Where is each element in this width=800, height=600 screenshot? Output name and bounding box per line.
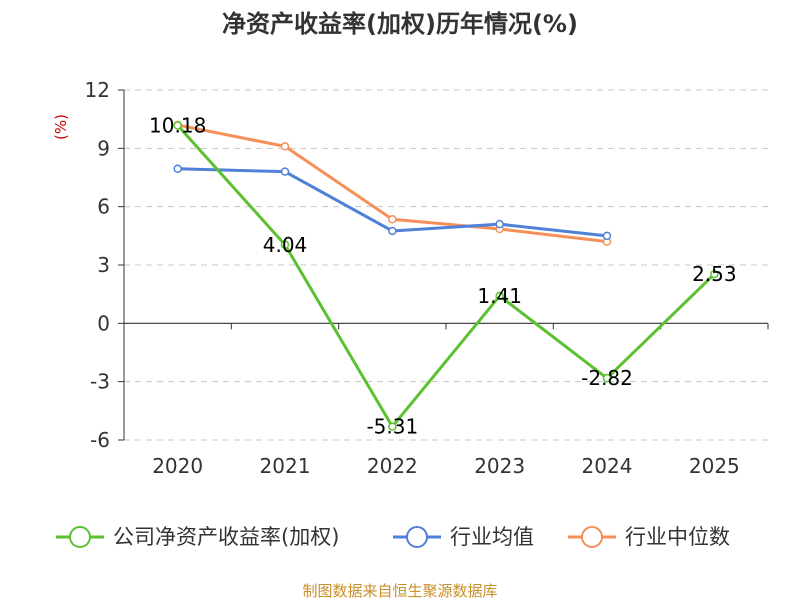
data-point[interactable] xyxy=(495,219,504,229)
data-point[interactable] xyxy=(495,291,504,301)
data-label: 1.41 xyxy=(477,284,522,308)
data-point[interactable] xyxy=(710,269,719,279)
source-note: 制图数据来自恒生聚源数据库 xyxy=(302,582,497,600)
data-label: 10.18 xyxy=(149,113,206,137)
legend-item-2[interactable]: 行业中位数 xyxy=(568,525,730,549)
series-group xyxy=(173,120,719,431)
data-point[interactable] xyxy=(173,121,182,130)
y-tick-label: 12 xyxy=(85,78,110,102)
legend-marker xyxy=(406,526,428,548)
x-tick-label: 2022 xyxy=(367,454,418,478)
legend-marker xyxy=(581,526,603,548)
data-point[interactable] xyxy=(388,422,397,431)
data-label: 4.04 xyxy=(263,233,308,257)
series-line-0 xyxy=(176,124,716,429)
x-tick-label: 2023 xyxy=(474,454,525,478)
series-line-2 xyxy=(177,123,608,244)
y-axis-unit: (%) xyxy=(52,114,70,140)
data-label: -5.31 xyxy=(366,415,418,439)
x-tick-label: 2021 xyxy=(260,454,311,478)
y-tick-label: 9 xyxy=(97,136,110,160)
x-tick-label: 2020 xyxy=(152,454,203,478)
data-point[interactable] xyxy=(602,231,612,241)
data-point[interactable] xyxy=(280,167,290,176)
legend-item-0[interactable]: 公司净资产收益率(加权) xyxy=(56,525,339,549)
legend-label: 公司净资产收益率(加权) xyxy=(113,525,339,549)
data-point[interactable] xyxy=(388,215,397,224)
y-tick-label: -3 xyxy=(90,370,110,394)
data-point[interactable] xyxy=(280,142,290,151)
axes: 12 9 6 3 0 -3 -6 2020 2021 2022 2023 2024 2025 xyxy=(85,78,769,478)
data-point[interactable] xyxy=(388,226,397,236)
legend-label: 行业均值 xyxy=(450,525,534,549)
legend[interactable]: 公司净资产收益率(加权) 行业均值 行业中位数 xyxy=(56,525,730,549)
chart-title: 净资产收益率(加权)历年情况(%) xyxy=(222,10,578,38)
data-labels: 10.18 4.04 -5.31 1.41 -2.82 2.53 xyxy=(149,113,737,438)
legend-label: 行业中位数 xyxy=(625,525,730,549)
x-tick-label: 2025 xyxy=(689,454,740,478)
series-line-1 xyxy=(177,167,608,238)
data-point[interactable] xyxy=(173,164,182,173)
y-tick-label: 6 xyxy=(97,195,110,219)
y-tick-label: 3 xyxy=(97,253,110,277)
data-label: -2.82 xyxy=(581,366,633,390)
legend-item-1[interactable]: 行业均值 xyxy=(393,525,534,549)
data-point[interactable] xyxy=(280,240,290,250)
data-point[interactable] xyxy=(602,373,612,383)
x-tick-label: 2024 xyxy=(582,454,633,478)
data-label: 2.53 xyxy=(692,262,737,286)
grid-lines xyxy=(124,89,768,441)
y-tick-label: 0 xyxy=(97,311,110,335)
legend-marker xyxy=(69,526,91,548)
y-tick-label: -6 xyxy=(90,428,110,452)
